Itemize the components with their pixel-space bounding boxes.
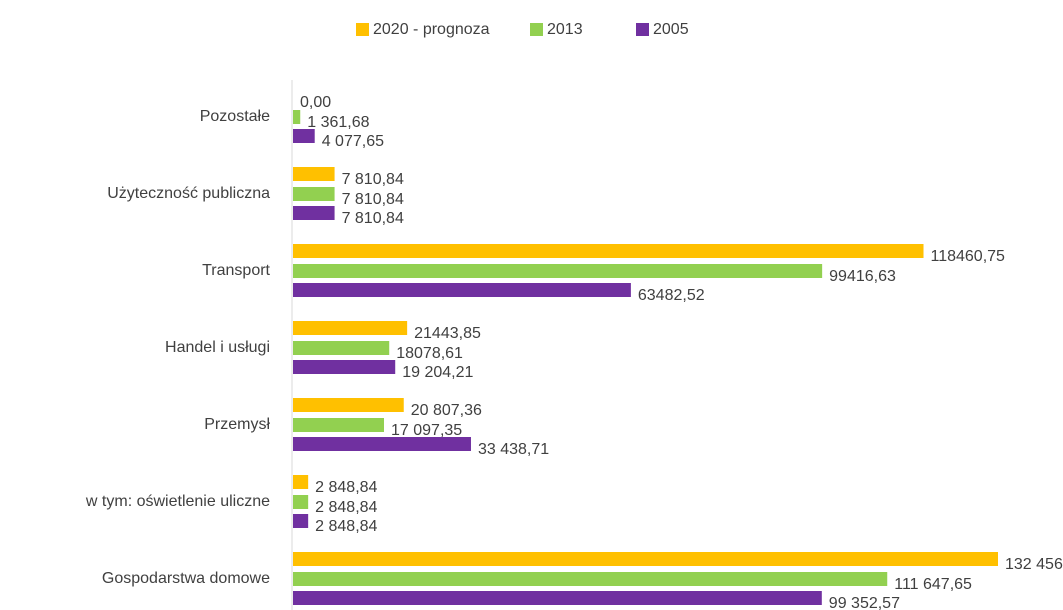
bar bbox=[293, 167, 335, 181]
value-label: 7 810,84 bbox=[342, 171, 404, 188]
value-label: 33 438,71 bbox=[478, 441, 549, 458]
bar bbox=[293, 475, 309, 489]
category-label: Pozostałe bbox=[200, 108, 270, 125]
bar bbox=[293, 591, 822, 605]
bar bbox=[293, 187, 335, 201]
legend-swatch bbox=[530, 23, 543, 36]
value-label: 18078,61 bbox=[396, 345, 463, 362]
bar bbox=[293, 110, 301, 124]
value-label: 99416,63 bbox=[829, 268, 896, 285]
category-label: w tym: oświetlenie uliczne bbox=[85, 493, 270, 510]
category-label: Handel i usługi bbox=[165, 339, 270, 356]
legend-label: 2005 bbox=[653, 21, 689, 38]
bar bbox=[293, 552, 998, 566]
category-label: Gospodarstwa domowe bbox=[102, 570, 270, 587]
bar bbox=[293, 283, 631, 297]
legend-label: 2020 - prognoza bbox=[373, 21, 490, 38]
value-label: 7 810,84 bbox=[342, 210, 404, 227]
bar bbox=[293, 495, 309, 509]
bar bbox=[293, 572, 888, 586]
value-label: 4 077,65 bbox=[322, 133, 384, 150]
bar bbox=[293, 398, 404, 412]
bar bbox=[293, 514, 309, 528]
value-label: 111 647,65 bbox=[894, 576, 972, 593]
legend-swatch bbox=[356, 23, 369, 36]
value-label: 20 807,36 bbox=[411, 402, 482, 419]
bar bbox=[293, 264, 823, 278]
value-label: 19 204,21 bbox=[402, 364, 473, 381]
bar bbox=[293, 321, 408, 335]
bar bbox=[293, 437, 471, 451]
value-label: 0,00 bbox=[300, 94, 331, 111]
legend-label: 2013 bbox=[547, 21, 583, 38]
value-label: 132 456,13 bbox=[1005, 556, 1063, 573]
value-label: 17 097,35 bbox=[391, 422, 462, 439]
category-label: Transport bbox=[202, 262, 270, 279]
value-label: 99 352,57 bbox=[829, 595, 900, 610]
bar bbox=[293, 341, 390, 355]
category-label: Przemysł bbox=[204, 416, 270, 433]
value-label: 2 848,84 bbox=[315, 518, 377, 535]
value-label: 2 848,84 bbox=[315, 479, 377, 496]
value-label: 2 848,84 bbox=[315, 499, 377, 516]
bar bbox=[293, 206, 335, 220]
value-label: 63482,52 bbox=[638, 287, 705, 304]
bar bbox=[293, 418, 385, 432]
category-label: Użyteczność publiczna bbox=[107, 185, 270, 202]
value-label: 21443,85 bbox=[414, 325, 481, 342]
value-label: 7 810,84 bbox=[342, 191, 404, 208]
value-label: 1 361,68 bbox=[307, 114, 369, 131]
value-label: 118460,75 bbox=[931, 248, 1006, 265]
bar bbox=[293, 360, 396, 374]
bar bbox=[293, 244, 924, 258]
legend-swatch bbox=[636, 23, 649, 36]
bar bbox=[293, 129, 315, 143]
